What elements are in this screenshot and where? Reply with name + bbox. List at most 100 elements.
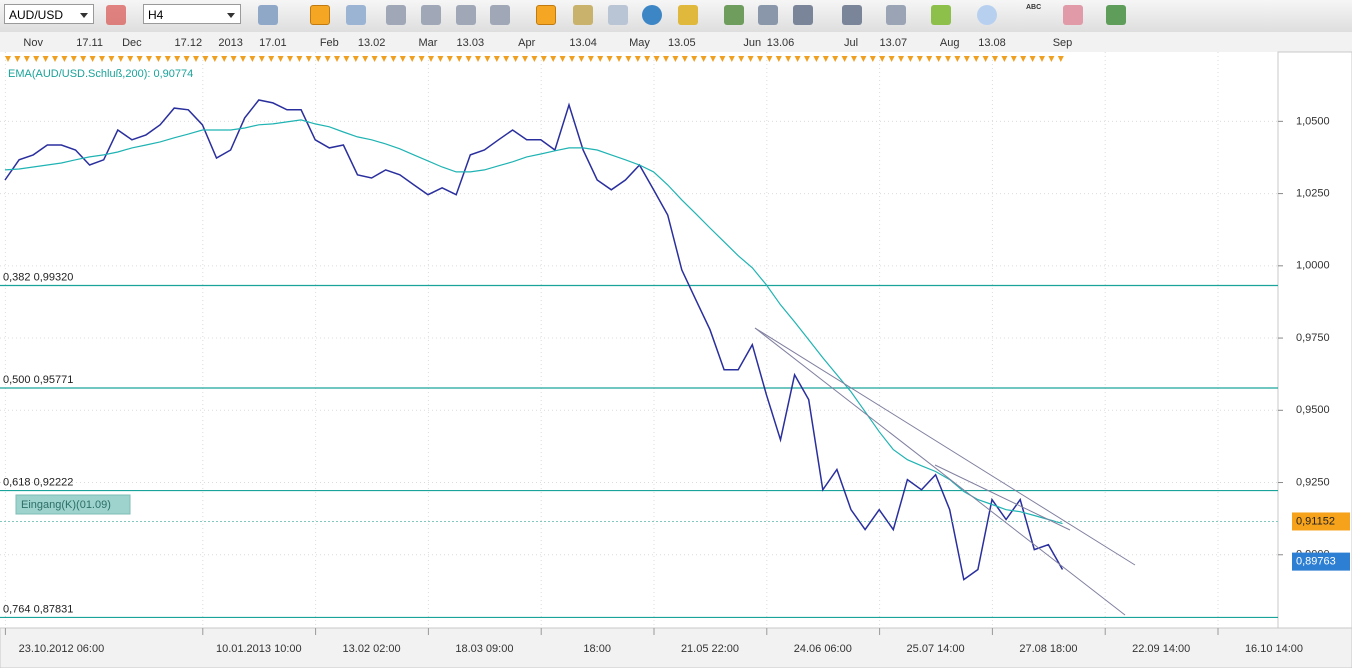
top-tick-label: 13.08 (978, 37, 1006, 49)
event-marker (146, 56, 152, 62)
tool-icon[interactable] (536, 5, 556, 25)
event-marker (164, 56, 171, 62)
event-marker (277, 56, 284, 62)
top-tick-label: Jun (743, 37, 761, 49)
y-tick-label: 0,9250 (1296, 476, 1330, 488)
event-marker (691, 56, 698, 62)
x-tick-label: 27.08 18:00 (1019, 643, 1077, 655)
event-marker (33, 56, 40, 62)
event-marker (832, 56, 839, 62)
x-tick-label: 24.06 06:00 (794, 643, 852, 655)
event-marker (672, 56, 679, 62)
tool-icon[interactable] (678, 5, 698, 25)
event-marker (775, 56, 782, 62)
event-marker (268, 56, 275, 62)
top-tick-label: Jul (844, 37, 858, 49)
tool-icon[interactable] (931, 5, 951, 25)
tool-icon[interactable] (886, 5, 906, 25)
y-tick-label: 1,0000 (1296, 260, 1330, 272)
event-marker (973, 56, 980, 62)
event-marker (183, 56, 190, 62)
event-marker (287, 56, 293, 62)
tool-icon[interactable] (106, 5, 126, 25)
event-marker (23, 56, 30, 62)
tool-icon[interactable] (793, 5, 813, 25)
timeframe-select[interactable]: H4 (143, 4, 241, 24)
x-tick-label: 25.07 14:00 (907, 643, 965, 655)
y-tick-label: 1,0500 (1296, 115, 1330, 127)
event-marker (625, 56, 632, 62)
event-marker (869, 56, 876, 62)
event-marker (550, 56, 557, 62)
event-marker (945, 56, 951, 62)
price-marker (1292, 552, 1350, 571)
event-marker (963, 56, 970, 62)
tool-icon[interactable] (724, 5, 744, 25)
tool-icon[interactable] (1106, 5, 1126, 25)
event-marker (418, 56, 425, 62)
event-marker (907, 56, 914, 62)
tool-icon[interactable] (456, 5, 476, 25)
ema-line (4, 119, 1063, 525)
text-tool[interactable]: ABC (1026, 4, 1042, 11)
fib-label: 0,764 0,87831 (3, 603, 73, 615)
event-marker (616, 56, 622, 62)
event-marker (117, 56, 124, 62)
event-marker (409, 56, 416, 62)
event-marker (879, 56, 886, 62)
event-marker (700, 56, 707, 62)
event-marker (1057, 56, 1064, 62)
event-marker (1020, 56, 1027, 62)
event-marker (371, 56, 378, 62)
x-tick-label: 18.03 09:00 (455, 643, 513, 655)
top-tick-label: Nov (23, 37, 43, 49)
event-marker (597, 56, 604, 62)
top-tick-label: 17.12 (175, 37, 203, 49)
event-marker (446, 56, 453, 62)
price-marker-label: 0,89763 (1296, 556, 1336, 568)
top-tick-label: Feb (320, 37, 339, 49)
event-marker (399, 56, 406, 62)
tool-icon[interactable] (608, 5, 628, 25)
event-marker (785, 56, 792, 62)
event-marker (484, 56, 491, 62)
price-line (4, 99, 1064, 581)
event-marker (42, 56, 49, 62)
symbol-select[interactable]: AUD/USD (4, 4, 94, 24)
tool-icon[interactable] (758, 5, 778, 25)
event-marker (127, 56, 134, 62)
event-marker (653, 56, 660, 62)
event-marker (52, 56, 58, 62)
event-marker (569, 56, 575, 62)
top-tick-label: 13.02 (358, 37, 386, 49)
tool-icon[interactable] (642, 5, 662, 25)
event-marker (512, 56, 519, 62)
event-marker (522, 56, 528, 62)
event-marker (822, 56, 829, 62)
event-marker (99, 56, 105, 62)
tool-icon[interactable] (386, 5, 406, 25)
tool-icon[interactable] (977, 5, 997, 25)
price-marker (1292, 512, 1350, 531)
tool-icon[interactable] (421, 5, 441, 25)
event-marker (540, 56, 547, 62)
event-marker (334, 56, 340, 62)
tool-icon[interactable] (346, 5, 366, 25)
tool-icon[interactable] (258, 5, 278, 25)
tool-icon[interactable] (842, 5, 862, 25)
event-marker (738, 56, 745, 62)
event-marker (747, 56, 754, 62)
top-tick-label: 13.03 (457, 37, 485, 49)
event-marker (381, 56, 387, 62)
event-marker (503, 56, 510, 62)
event-marker (606, 56, 613, 62)
event-marker (249, 56, 256, 62)
event-marker (587, 56, 594, 62)
tool-icon[interactable] (310, 5, 330, 25)
event-marker (634, 56, 641, 62)
top-tick-label: Mar (419, 37, 438, 49)
tool-icon[interactable] (1063, 5, 1083, 25)
tool-icon[interactable] (573, 5, 593, 25)
tool-icon[interactable] (490, 5, 510, 25)
